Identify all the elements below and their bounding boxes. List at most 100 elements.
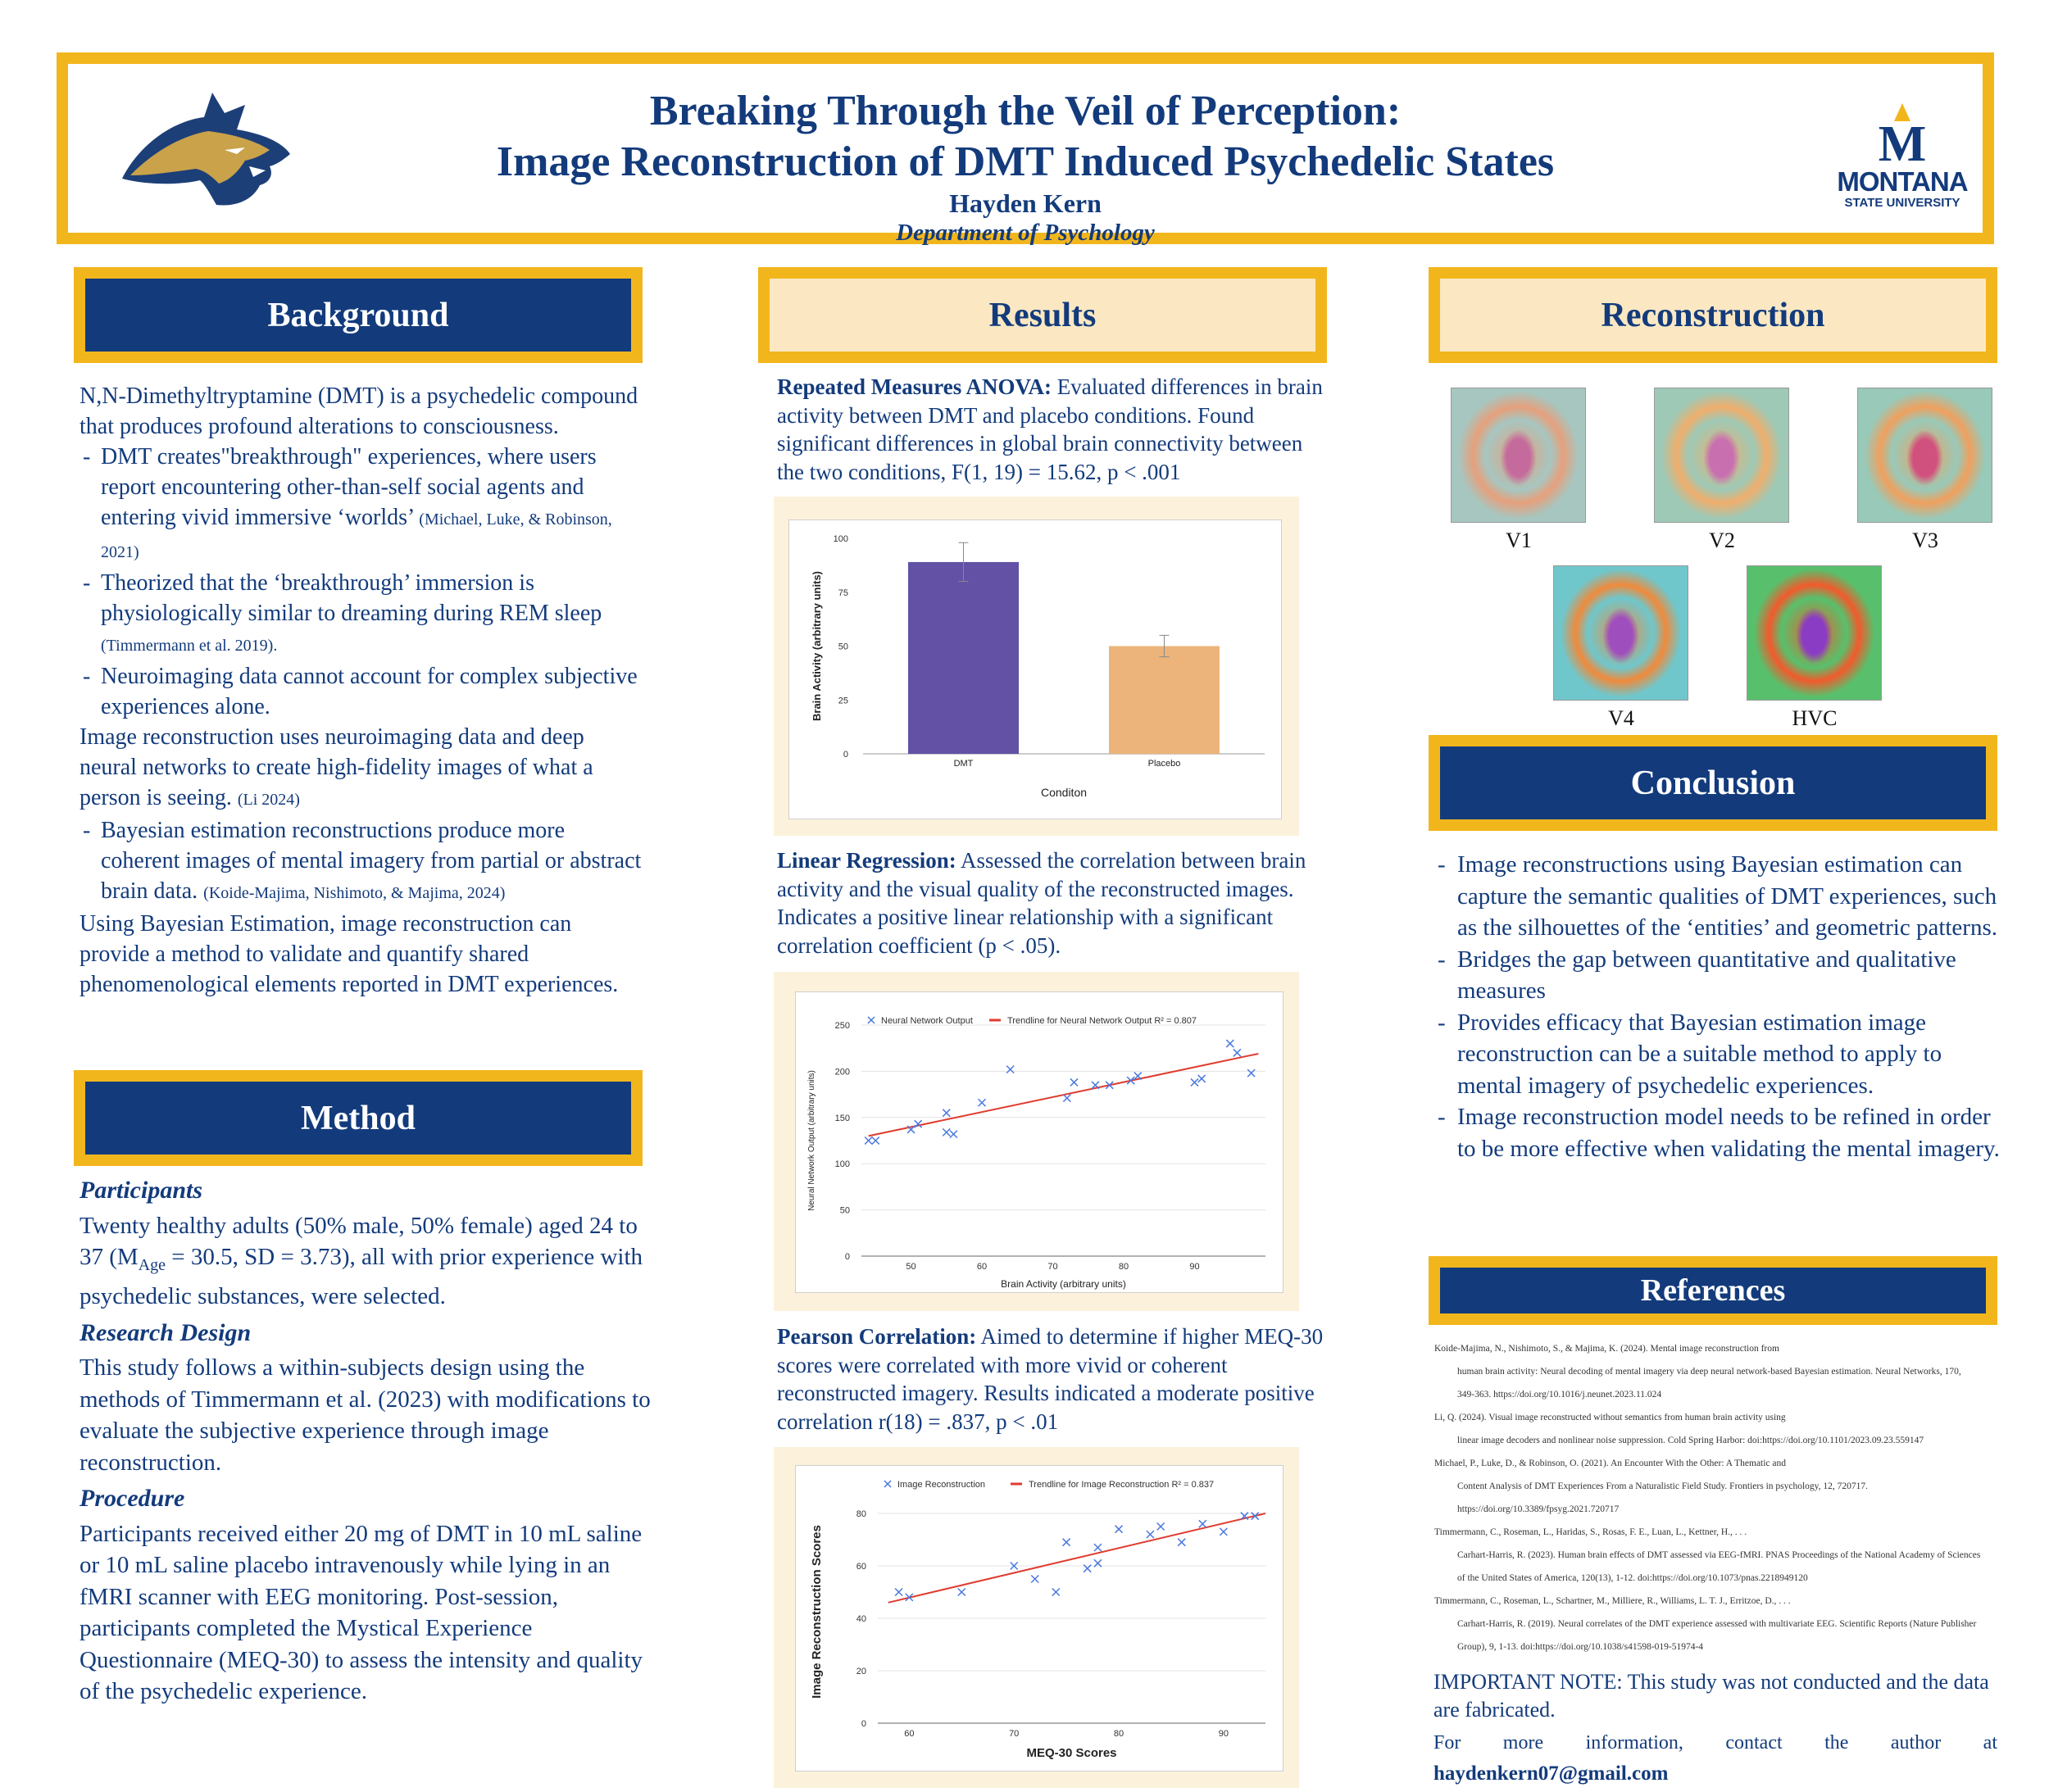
poster-header: Breaking Through the Veil of Perception:…	[57, 52, 1994, 246]
legend-marker	[867, 1016, 875, 1024]
data-point	[1146, 1530, 1155, 1539]
reconstruction-heading: Reconstruction	[1429, 267, 1997, 363]
data-point	[1190, 1077, 1199, 1087]
data-point	[1093, 1558, 1102, 1567]
list-item: Theorized that the ‘breakthrough’ immers…	[80, 568, 645, 661]
data-point	[906, 1125, 915, 1134]
data-point	[1219, 1527, 1228, 1536]
research-design-title: Research Design	[80, 1318, 252, 1346]
data-point	[1197, 1074, 1206, 1083]
results-heading: Results	[758, 267, 1327, 363]
conclusion-section: Image reconstructions using Bayesian est…	[1434, 849, 2000, 1164]
data-point	[1233, 1048, 1242, 1057]
anova-text: Repeated Measures ANOVA: Evaluated diffe…	[777, 374, 1323, 484]
references-list: Koide-Majima, N., Nishimoto, S., & Majim…	[1434, 1337, 2000, 1658]
data-point	[1105, 1081, 1114, 1090]
reconstruction-image	[1553, 565, 1688, 701]
reconstruction-image	[1654, 388, 1789, 523]
data-point	[1126, 1076, 1135, 1085]
x-tick-label: 70	[1047, 1262, 1057, 1272]
x-tick-label: 70	[1009, 1729, 1019, 1739]
research-design-text: This study follows a within-subjects des…	[80, 1354, 651, 1476]
x-tick-label: 90	[1219, 1729, 1229, 1739]
legend-label: Neural Network Output	[881, 1016, 973, 1026]
participants-text: Twenty healthy adults (50% male, 50% fem…	[80, 1212, 643, 1310]
reference-continuation: human brain activity: Neural decoding of…	[1457, 1367, 1961, 1377]
data-point	[871, 1136, 880, 1146]
author-email-link[interactable]: haydenkern07@gmail.com	[1433, 1763, 1669, 1785]
msu-letter: M	[1878, 116, 1927, 172]
contact-text: For more information, contact the author…	[1433, 1732, 1997, 1753]
reference-continuation: Carhart-Harris, R. (2019). Neural correl…	[1457, 1619, 1977, 1629]
reference-entry: Li, Q. (2024). Visual image reconstructe…	[1434, 1413, 1786, 1422]
reconstruction-label: V4	[1608, 706, 1634, 730]
msu-logo: M MONTANA STATE UNIVERSITY	[1820, 103, 1984, 210]
x-axis-title: Brain Activity (arbitrary units)	[1001, 1278, 1126, 1290]
list-item: Neuroimaging data cannot account for com…	[80, 661, 645, 722]
pearson-text: Pearson Correlation: Aimed to determine …	[777, 1324, 1324, 1434]
y-tick-label: 20	[856, 1667, 866, 1676]
participants-title: Participants	[80, 1177, 203, 1204]
reference-continuation: Carhart-Harris, R. (2023). Human brain e…	[1457, 1550, 1981, 1560]
x-tick-label: 80	[1119, 1262, 1129, 1272]
mountain-peak-icon	[1894, 103, 1910, 121]
x-tick-label: 50	[906, 1262, 915, 1272]
bobcat-logo	[122, 93, 290, 206]
poster-title-line1: Breaking Through the Veil of Perception:	[649, 88, 1402, 134]
y-tick-label: 100	[835, 1159, 850, 1169]
data-point	[1240, 1512, 1249, 1521]
data-point	[1225, 1039, 1234, 1048]
data-point	[1052, 1587, 1061, 1597]
data-point	[1070, 1077, 1079, 1087]
method-heading: Method	[74, 1070, 643, 1166]
regression-chart-panel: 0 50 100 150 200 250 50 60 70 80 90 Neural Network …	[774, 972, 1299, 1311]
background-heading: Background	[74, 267, 643, 363]
y-tick-label: 80	[856, 1509, 866, 1519]
data-point	[1006, 1065, 1015, 1074]
conclusion-heading: Conclusion	[1429, 735, 1997, 831]
background-bullets-1: DMT creates"breakthrough" experiences, w…	[80, 442, 645, 722]
data-point	[942, 1109, 951, 1118]
reference-entry: Timmermann, C., Roseman, L., Schartner, …	[1434, 1596, 1791, 1606]
legend-label: Image Reconstruction	[897, 1480, 985, 1490]
data-point	[1156, 1522, 1165, 1531]
background-para2: Image reconstruction uses neuroimaging d…	[80, 724, 593, 810]
reconstruction-image	[1451, 388, 1586, 523]
pearson-chart-panel: 0 20 40 60 80 60 70 80 90 Image Reconstruction Tre…	[774, 1447, 1299, 1788]
method-section: Participants Twenty healthy adults (50% …	[80, 1175, 653, 1708]
data-point	[864, 1136, 873, 1146]
bar-chart-panel: 0 25 50 75 100 DMT Placebo Conditon Brain Activi…	[774, 497, 1299, 836]
data-point	[1198, 1519, 1207, 1528]
reference-entry: Koide-Majima, N., Nishimoto, S., & Majim…	[1434, 1344, 1779, 1354]
data-point	[957, 1587, 966, 1597]
reference-continuation: https://doi.org/10.3389/fpsyg.2021.72071…	[1457, 1504, 1620, 1514]
data-point	[1134, 1072, 1143, 1081]
y-tick-label: 100	[834, 534, 848, 544]
author-name: Hayden Kern	[949, 188, 1102, 218]
list-item: DMT creates"breakthrough" experiences, w…	[80, 442, 645, 568]
reconstruction-label: V1	[1506, 529, 1532, 552]
y-tick-label: 250	[835, 1021, 850, 1031]
list-item: Bayesian estimation reconstructions prod…	[80, 815, 645, 909]
pearson-scatter-chart: 0 20 40 60 80 60 70 80 90 Image Reconstruction Tre…	[810, 1480, 1266, 1760]
regression-text: Linear Regression: Assessed the correlat…	[777, 848, 1306, 958]
x-tick-label: 90	[1189, 1262, 1199, 1272]
data-point	[1251, 1512, 1260, 1521]
msu-subname: STATE UNIVERSITY	[1844, 196, 1960, 210]
y-tick-label: 50	[840, 1206, 850, 1216]
important-note: IMPORTANT NOTE: This study was not condu…	[1433, 1670, 1989, 1722]
x-tick-label: 60	[904, 1729, 914, 1739]
procedure-title: Procedure	[80, 1485, 185, 1513]
y-axis-title: Brain Activity (arbitrary units)	[811, 571, 823, 721]
background-intro: N,N-Dimethyltryptamine (DMT) is a psyche…	[80, 383, 638, 439]
y-axis-title: Image Reconstruction Scores	[810, 1525, 824, 1699]
x-axis-title: Conditon	[1041, 786, 1087, 799]
data-point	[1062, 1538, 1071, 1547]
y-tick-label: 25	[838, 696, 848, 705]
y-tick-label: 0	[843, 750, 848, 760]
data-point	[1114, 1525, 1124, 1534]
data-point	[1062, 1094, 1071, 1103]
x-tick-label: DMT	[954, 759, 974, 769]
bar	[1109, 646, 1220, 754]
reference-continuation: Group), 9, 1-13. doi:https://doi.org/10.…	[1457, 1642, 1704, 1652]
